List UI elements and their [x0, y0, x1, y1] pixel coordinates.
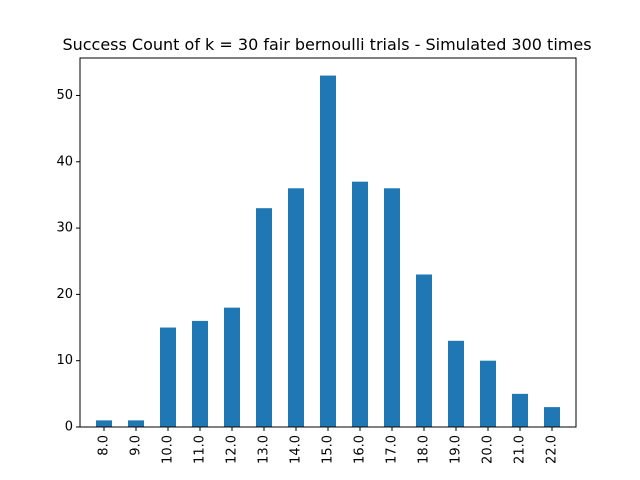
bar-20.0: [480, 360, 496, 427]
bar-11.0: [192, 320, 208, 427]
bar-22.0: [544, 407, 560, 427]
y-tick-label: 50: [56, 88, 73, 103]
x-tick-label: 16.0: [353, 435, 368, 464]
bars-group: [96, 75, 560, 428]
x-tick-label: 21.0: [513, 435, 528, 464]
x-tick-label: 17.0: [385, 435, 400, 464]
y-tick-label: 10: [56, 353, 73, 368]
x-axis: 8.0 9.0 10.0 11.0 12.0 13.0 14.0 15.0 16.0 17.0 18…: [97, 427, 560, 464]
bar-19.0: [448, 340, 464, 427]
bar-16.0: [352, 181, 368, 427]
bar-10.0: [160, 327, 176, 427]
x-tick-label: 8.0: [97, 435, 112, 456]
bar-8.0: [96, 420, 112, 427]
y-tick-label: 30: [56, 221, 73, 236]
bar-12.0: [224, 307, 240, 427]
x-tick-label: 22.0: [545, 435, 560, 464]
bar-9.0: [128, 420, 144, 427]
chart-title: Success Count of k = 30 fair bernoulli t…: [62, 35, 591, 54]
plot-frame: [79, 57, 577, 428]
bar-14.0: [288, 188, 304, 427]
bar-13.0: [256, 208, 272, 427]
bar-17.0: [384, 188, 400, 427]
bar-18.0: [416, 274, 432, 427]
x-tick-label: 14.0: [289, 435, 304, 464]
x-tick-label: 13.0: [257, 435, 272, 464]
x-tick-label: 9.0: [129, 435, 144, 456]
y-axis: 0 10 20 30 40 50: [56, 88, 80, 435]
y-tick-label: 0: [65, 420, 73, 435]
x-tick-label: 19.0: [449, 435, 464, 464]
x-tick-label: 15.0: [321, 435, 336, 464]
x-tick-label: 10.0: [161, 435, 176, 464]
x-tick-label: 18.0: [417, 435, 432, 464]
x-tick-label: 11.0: [193, 435, 208, 464]
bar-15.0: [320, 75, 336, 428]
bar-21.0: [512, 393, 528, 427]
x-tick-label: 20.0: [481, 435, 496, 464]
y-tick-label: 40: [56, 154, 73, 169]
y-tick-label: 20: [56, 287, 73, 302]
x-tick-label: 12.0: [225, 435, 240, 464]
